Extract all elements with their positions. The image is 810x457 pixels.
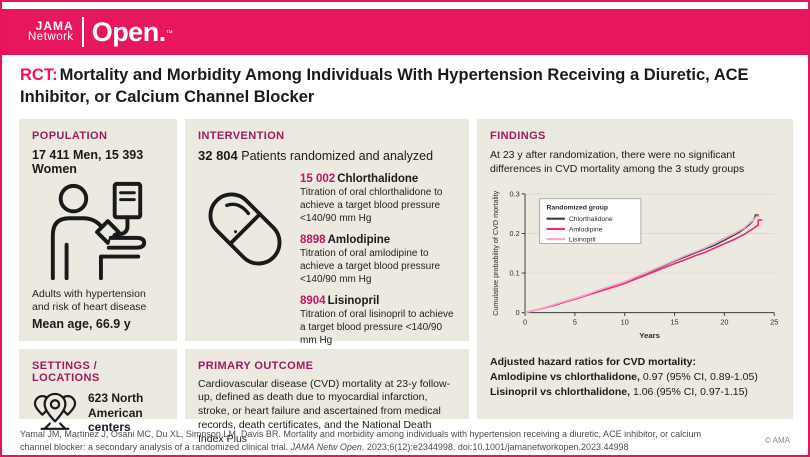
drug-count: 8898 (300, 233, 326, 246)
page-title: RCT: Mortality and Morbidity Among Indivi… (2, 55, 792, 115)
intervention-count-line: 32 804 Patients randomized and analyzed (198, 148, 456, 163)
findings-heading: FINDINGS (490, 129, 546, 142)
svg-text:0.3: 0.3 (510, 189, 520, 198)
svg-text:0.2: 0.2 (510, 229, 520, 238)
footer: Yamal JM, Martinez J, Osani MC, Du XL, S… (20, 428, 790, 454)
settings-heading: SETTINGS / LOCATIONS (32, 359, 100, 384)
svg-text:Cumulative probability of CVD: Cumulative probability of CVD mortality (491, 190, 500, 315)
population-panel: POPULATION 17 411 Men, 15 393 Women Adul… (19, 118, 177, 341)
drug-item-lisinopril: 8904 Lisinopril Titration of oral lisinop… (300, 295, 456, 347)
drug-description: Titration of oral lisinopril to achieve … (300, 308, 454, 346)
patient-blood-pressure-icon (32, 176, 164, 288)
brand-bar: JAMA Network Open.™ (2, 9, 808, 55)
population-stat: 17 411 Men, 15 393 Women (32, 147, 144, 176)
drug-item-amlodipine: 8898 Amlodipine Titration of oral amlodip… (300, 234, 456, 286)
primary-outcome-heading: PRIMARY OUTCOME (198, 359, 314, 372)
citation-pre: Yamal JM, Martinez J, Osani MC, Du XL, S… (20, 428, 702, 452)
drug-title: 15 002 Chlorthalidone (300, 173, 456, 185)
hazard-row-amlodipine: Amlodipine vs chlorthalidone, 0.97 (95% … (490, 370, 780, 385)
drug-list: 15 002 Chlorthalidone Titration of oral c… (300, 173, 456, 356)
findings-panel: FINDINGS At 23 y after randomization, th… (477, 118, 793, 419)
drug-name: Chlorthalidone (337, 172, 419, 185)
hazard-row-lisinopril: Lisinopril vs chlorthalidone, 1.06 (95% … (490, 385, 780, 400)
primary-outcome-panel: PRIMARY OUTCOME Cardiovascular disease (… (185, 348, 469, 445)
hazard-value: 1.06 (95% CI, 0.97-1.15) (630, 386, 748, 399)
svg-text:0: 0 (523, 317, 527, 326)
svg-text:Amlodipine: Amlodipine (569, 226, 603, 233)
logo-network-text: Network (28, 31, 74, 44)
logo-open-word: Open. (91, 16, 167, 47)
jama-network-open-logo: JAMA Network Open.™ (28, 17, 173, 48)
intervention-panel: INTERVENTION 32 804 Patients randomized … (185, 118, 469, 346)
hazard-label: Amlodipine vs chlorthalidone, (490, 371, 640, 384)
settings-panel: SETTINGS / LOCATIONS 623 North American … (19, 348, 177, 434)
logo-trademark: ™ (165, 29, 173, 37)
pill-capsule-icon (198, 173, 300, 356)
cvd-mortality-chart-wrap: 0 0.1 0.2 0.3 0 5 10 15 20 25 Years Cumulative prob… (490, 184, 782, 347)
population-mean-age: Mean age, 66.9 y (32, 316, 131, 331)
drug-count: 15 002 (300, 172, 336, 185)
drug-count: 8904 (300, 294, 326, 307)
svg-text:0: 0 (516, 308, 520, 317)
svg-text:15: 15 (670, 317, 678, 326)
hazard-value: 0.97 (95% CI, 0.89-1.05) (639, 371, 758, 384)
logo-jama-text: JAMA (35, 19, 74, 34)
svg-text:Chlorthalidone: Chlorthalidone (569, 216, 613, 223)
population-heading: POPULATION (32, 129, 108, 142)
study-type-tag: RCT: (20, 66, 58, 84)
hazard-heading: Adjusted hazard ratios for CVD mortality… (490, 355, 696, 368)
title-text: Mortality and Morbidity Among Individual… (20, 66, 749, 106)
citation-post: . 2023;6(12):e2344998. doi:10.1001/jaman… (361, 441, 629, 452)
settings-stat: 623 North American centers (88, 391, 144, 435)
citation-journal: JAMA Netw Open (290, 441, 362, 452)
logo-open-text: Open.™ (92, 17, 173, 48)
drug-title: 8904 Lisinopril (300, 295, 456, 307)
drug-name: Lisinopril (327, 294, 380, 307)
hazard-label: Lisinopril vs chlorthalidone, (490, 386, 631, 399)
drug-item-chlorthalidone: 15 002 Chlorthalidone Titration of oral c… (300, 173, 456, 225)
svg-text:20: 20 (720, 317, 728, 326)
population-description: Adults with hypertension and risk of hea… (32, 287, 147, 314)
content-grid: POPULATION 17 411 Men, 15 393 Women Adul… (19, 118, 793, 445)
drug-name: Amlodipine (327, 233, 391, 246)
svg-text:0.1: 0.1 (510, 268, 520, 277)
cvd-mortality-chart: 0 0.1 0.2 0.3 0 5 10 15 20 25 Years Cumulative prob… (491, 189, 778, 340)
drug-description: Titration of oral chlorthalidone to achi… (300, 186, 443, 224)
svg-text:25: 25 (770, 317, 778, 326)
intervention-count: 32 804 (198, 147, 238, 163)
drug-description: Titration of oral amlodipine to achieve … (300, 247, 441, 285)
citation: Yamal JM, Martinez J, Osani MC, Du XL, S… (20, 428, 720, 454)
svg-text:Lisinopril: Lisinopril (569, 236, 596, 243)
logo-divider (81, 17, 84, 47)
copyright-ama: © AMA (764, 436, 790, 446)
intervention-count-label: Patients randomized and analyzed (241, 148, 434, 163)
drug-title: 8898 Amlodipine (300, 234, 456, 246)
svg-text:10: 10 (621, 317, 629, 326)
svg-text:Years: Years (639, 331, 660, 340)
map-pins-icon (32, 390, 78, 437)
findings-summary: At 23 y after randomization, there were … (490, 148, 745, 175)
svg-text:5: 5 (573, 317, 577, 326)
hazard-ratio-block: Adjusted hazard ratios for CVD mortality… (490, 355, 780, 401)
settings-body: 623 North American centers (32, 390, 164, 437)
svg-text:Randomized group: Randomized group (546, 204, 608, 211)
logo-stack: JAMA Network (28, 20, 74, 44)
intervention-heading: INTERVENTION (198, 129, 285, 142)
primary-outcome-text: Cardiovascular disease (CVD) mortality a… (198, 377, 451, 445)
intervention-body: 15 002 Chlorthalidone Titration of oral c… (198, 173, 456, 356)
